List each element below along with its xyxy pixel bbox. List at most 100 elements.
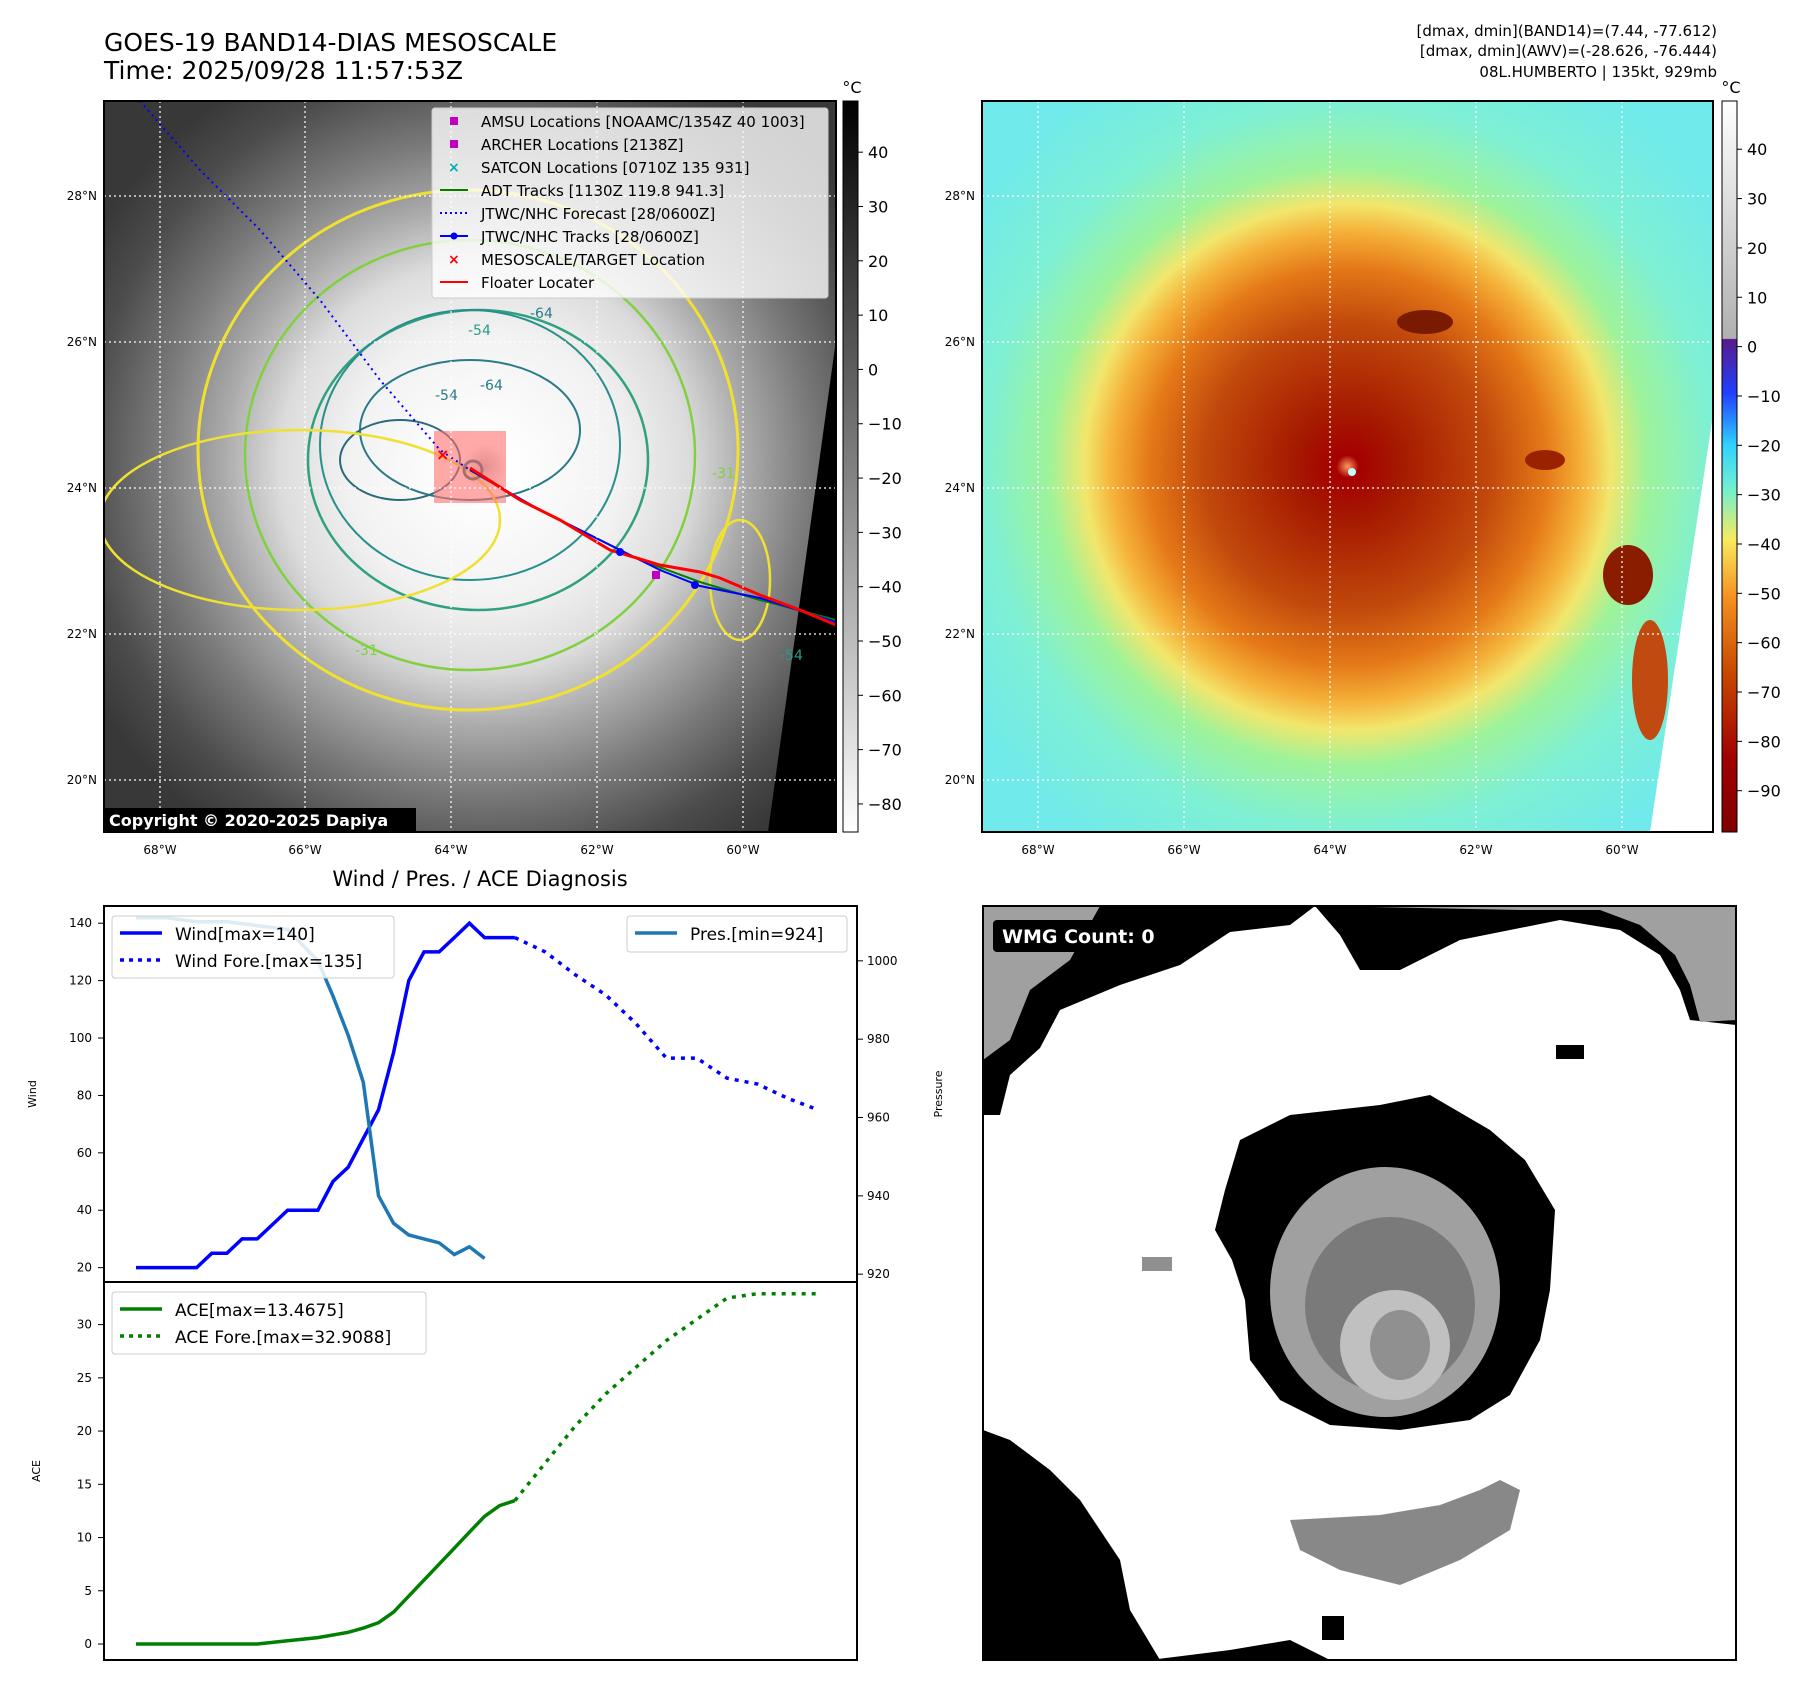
gray-colorbar: [842, 100, 859, 833]
legend-ace: ACE[max=13.4675]: [175, 1301, 344, 1321]
y2-tick-label: 920: [867, 1267, 890, 1281]
diagnosis-title: Wind / Pres. / ACE Diagnosis: [332, 867, 627, 891]
lat-label: 22°N: [67, 627, 97, 641]
lon-label: 60°W: [1605, 843, 1638, 857]
legend-forecast: JTWC/NHC Forecast [28/0600Z]: [480, 205, 715, 223]
lon-label: 60°W: [726, 843, 759, 857]
legend-satcon: SATCON Locations [0710Z 135 931]: [481, 159, 749, 177]
colorbar-tick-label: −40: [1747, 535, 1781, 554]
y-tick-label: 30: [77, 1318, 92, 1332]
colorbar-tick-label: −10: [868, 415, 902, 434]
y-tick-label: 40: [77, 1203, 92, 1217]
figure-time: Time: 2025/09/28 11:57:53Z: [104, 56, 463, 85]
colorbar-tick-label: −50: [1747, 584, 1781, 603]
legend-wind: Wind[max=140]: [175, 925, 315, 945]
y2-tick-label: 1000: [867, 954, 898, 968]
y-tick-label: 25: [77, 1371, 92, 1385]
contour-label: -64: [530, 306, 553, 322]
y-tick-label: 20: [77, 1424, 92, 1438]
colorbar-tick-label: −60: [868, 686, 902, 705]
lat-label: 24°N: [67, 481, 97, 495]
contour-label: -54: [780, 648, 803, 664]
ace-axes: [103, 1281, 858, 1661]
lat-label: 26°N: [67, 335, 97, 349]
colorbar-tick-label: 20: [1747, 239, 1767, 258]
colorbar-tick-label: −60: [1747, 634, 1781, 653]
wmg-image: [983, 906, 1736, 1660]
colorbar-tick-label: −40: [868, 578, 902, 597]
lon-label: 66°W: [1167, 843, 1200, 857]
figure-title: GOES-19 BAND14-DIAS MESOSCALE: [104, 28, 558, 57]
wind-axis-label: Wind: [26, 1080, 39, 1108]
contour-label: -54: [435, 388, 458, 404]
lat-label: 28°N: [945, 189, 975, 203]
ace-axis-label: ACE: [30, 1460, 43, 1482]
legend-pressure: Pres.[min=924]: [690, 925, 823, 945]
lon-label: 66°W: [288, 843, 321, 857]
colorbar-tick-label: −20: [868, 469, 902, 488]
y-tick-label: 15: [77, 1477, 92, 1491]
color-colorbar: [1721, 100, 1738, 833]
legend-tracks: JTWC/NHC Tracks [28/0600Z]: [480, 228, 699, 246]
lon-label: 68°W: [143, 843, 176, 857]
contour-label: -31: [355, 643, 378, 659]
colorbar-tick-label: 40: [868, 143, 888, 162]
info-storm: 08L.HUMBERTO | 135kt, 929mb: [1479, 63, 1717, 81]
colorbar-tick-label: 40: [1747, 140, 1767, 159]
colorbar-tick-label: −10: [1747, 387, 1781, 406]
legend-adt: ADT Tracks [1130Z 119.8 941.3]: [481, 182, 724, 200]
lon-label: 68°W: [1021, 843, 1054, 857]
legend-amsu: AMSU Locations [NOAAMC/1354Z 40 1003]: [481, 113, 805, 131]
y-tick-label: 100: [69, 1031, 92, 1045]
floater-box: [434, 431, 506, 503]
svg-text:×: ×: [436, 445, 449, 464]
y-tick-label: 5: [84, 1584, 92, 1598]
lon-label: 64°W: [1313, 843, 1346, 857]
copyright-label: Copyright © 2020-2025 Dapiya: [109, 811, 388, 830]
aceSeries-line-1: [513, 1291, 818, 1502]
contour-label: -31: [712, 466, 735, 482]
info-awv: [dmax, dmin](AWV)=(-28.626, -76.444): [1419, 42, 1717, 60]
windSeries-line-0: [136, 920, 515, 1270]
colorbar-tick-label: 0: [1747, 338, 1757, 357]
legend-archer: ARCHER Locations [2138Z]: [481, 136, 684, 154]
y-tick-label: 0: [84, 1637, 92, 1651]
lon-label: 62°W: [1459, 843, 1492, 857]
colorbar-tick-label: −70: [868, 741, 902, 760]
y-tick-label: 20: [77, 1261, 92, 1275]
colorbar-tick-label: −50: [868, 632, 902, 651]
color-ir-image: [982, 101, 1713, 832]
y-tick-label: 140: [69, 916, 92, 930]
lat-label: 24°N: [945, 481, 975, 495]
lat-label: 20°N: [67, 773, 97, 787]
color-colorbar-unit: °C: [1721, 78, 1740, 97]
y-tick-label: 10: [77, 1531, 92, 1545]
y-tick-label: 60: [77, 1146, 92, 1160]
colorbar-tick-label: −80: [1747, 732, 1781, 751]
floater-track: [469, 466, 836, 627]
aceSeries-line-0: [136, 1498, 516, 1646]
forecast-track: [139, 101, 471, 471]
colorbar-tick-label: 0: [868, 360, 878, 379]
contour-label: -64: [480, 378, 503, 394]
legend-ace-forecast: ACE Fore.[max=32.9088]: [175, 1328, 391, 1348]
colorbar-tick-label: −80: [868, 795, 902, 814]
colorbar-tick-label: −20: [1747, 436, 1781, 455]
lat-label: 20°N: [945, 773, 975, 787]
lat-label: 28°N: [67, 189, 97, 203]
colorbar-tick-label: 20: [868, 252, 888, 271]
y-tick-label: 80: [77, 1088, 92, 1102]
y2-tick-label: 980: [867, 1032, 890, 1046]
y2-tick-label: 940: [867, 1189, 890, 1203]
colorbar-tick-label: −90: [1747, 782, 1781, 801]
gray-colorbar-unit: °C: [842, 78, 861, 97]
info-band14: [dmax, dmin](BAND14)=(7.44, -77.612): [1416, 22, 1717, 40]
wmg-count-label: WMG Count: 0: [1002, 926, 1155, 948]
legend-mesoscale: MESOSCALE/TARGET Location: [481, 251, 705, 269]
svg-text:×: ×: [448, 252, 460, 268]
svg-text:×: ×: [448, 160, 460, 176]
colorbar-tick-label: 30: [868, 197, 888, 216]
y-tick-label: 120: [69, 974, 92, 988]
colorbar-tick-label: −70: [1747, 683, 1781, 702]
